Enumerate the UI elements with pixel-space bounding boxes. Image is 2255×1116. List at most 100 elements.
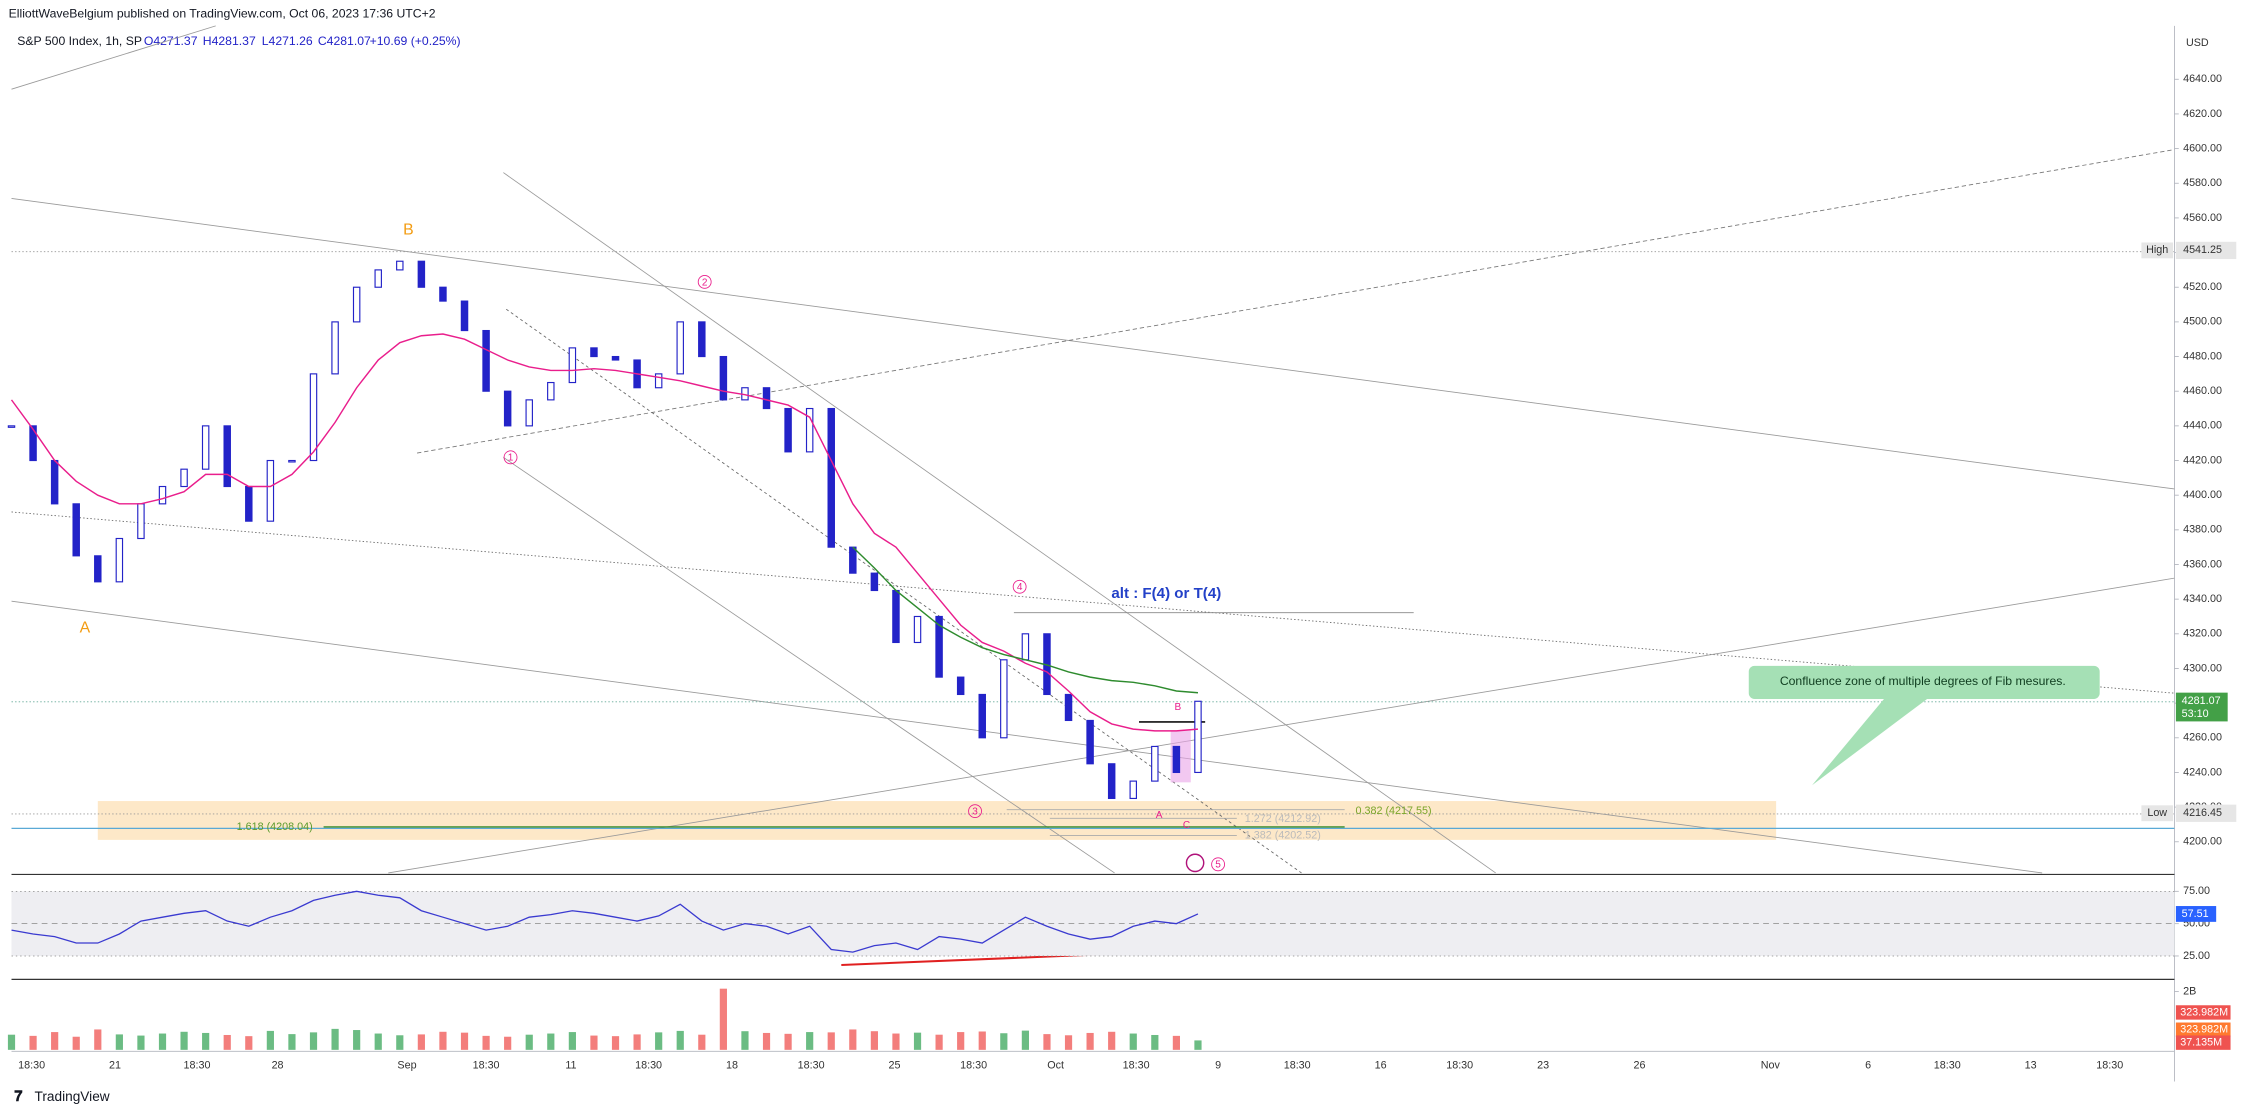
ohlc-high: H4281.37 bbox=[203, 34, 256, 48]
volume-bar bbox=[1194, 1040, 1202, 1050]
x-tick-label: Sep bbox=[397, 1060, 416, 1072]
candle bbox=[331, 321, 339, 375]
candle bbox=[1172, 745, 1181, 774]
volume-bar bbox=[719, 988, 727, 1050]
volume-bar bbox=[245, 1036, 253, 1050]
volume-bar bbox=[396, 1035, 404, 1050]
volume-bar bbox=[158, 1033, 167, 1050]
callout-box bbox=[1748, 665, 2100, 699]
alt-label: alt : F(4) or T(4) bbox=[1111, 585, 1221, 602]
rsi-line bbox=[11, 890, 1199, 953]
y-tick-label: 4520.00 bbox=[2183, 281, 2222, 293]
volume-bar bbox=[288, 1034, 296, 1050]
brand: TradingView bbox=[35, 1089, 110, 1104]
x-tick-label: 18:30 bbox=[635, 1060, 662, 1072]
candle bbox=[245, 485, 253, 522]
volume-bar bbox=[590, 1035, 598, 1050]
candle bbox=[784, 407, 792, 453]
moving-average bbox=[852, 546, 1199, 694]
y-tick-label: 4260.00 bbox=[2183, 732, 2222, 744]
x-tick-label: 18:30 bbox=[1934, 1060, 1961, 1072]
y-tick-label: 50.00 bbox=[2183, 917, 2210, 929]
ohlc-close: C4281.07 bbox=[318, 34, 371, 48]
wave-label: 3 bbox=[972, 806, 978, 817]
trend-line bbox=[416, 149, 2175, 454]
candle bbox=[180, 468, 188, 488]
candle bbox=[1151, 745, 1159, 782]
y-tick-label: 4580.00 bbox=[2183, 177, 2222, 189]
candle bbox=[547, 381, 555, 401]
candle bbox=[892, 589, 900, 644]
callout-pointer bbox=[1812, 698, 1928, 786]
x-tick-label: 18 bbox=[726, 1060, 738, 1072]
volume-bar bbox=[698, 1034, 706, 1050]
volume-bar bbox=[331, 1028, 339, 1050]
candle bbox=[956, 676, 965, 696]
y-tick-label: 4420.00 bbox=[2183, 454, 2222, 466]
trend-line bbox=[505, 308, 1302, 874]
candle bbox=[352, 286, 361, 323]
candle bbox=[698, 321, 706, 358]
fib-label: 1.272 (4212.92) bbox=[1245, 813, 1321, 825]
high-tag-bg bbox=[2141, 242, 2174, 259]
y-tick-label: 75.00 bbox=[2183, 885, 2210, 897]
candle bbox=[115, 537, 124, 583]
candle bbox=[719, 355, 728, 401]
logo-mark: 𝟕 bbox=[14, 1089, 22, 1105]
candle bbox=[29, 425, 37, 462]
x-tick-label: 16 bbox=[1375, 1060, 1387, 1072]
volume-bar bbox=[655, 1032, 663, 1050]
volume-bar bbox=[266, 1030, 274, 1050]
candle bbox=[568, 347, 577, 384]
volume-bar bbox=[1000, 1033, 1008, 1050]
trend-line bbox=[11, 511, 2175, 694]
y-tick-label: 4440.00 bbox=[2183, 420, 2222, 432]
volume-bar bbox=[7, 1034, 16, 1050]
candle bbox=[7, 425, 16, 428]
wave-circle bbox=[1211, 857, 1226, 872]
x-tick-label: 26 bbox=[1633, 1060, 1645, 1072]
candle bbox=[805, 407, 814, 453]
publisher-line: ElliottWaveBelgium published on TradingV… bbox=[9, 7, 436, 21]
volume-bar bbox=[202, 1032, 210, 1050]
candle bbox=[1194, 700, 1202, 774]
candle bbox=[611, 355, 620, 361]
x-tick-label: Nov bbox=[1761, 1060, 1781, 1072]
y-tick-label: 4300.00 bbox=[2183, 662, 2222, 674]
x-tick-label: 23 bbox=[1537, 1060, 1549, 1072]
volume-bar bbox=[827, 1032, 835, 1050]
rsi-last-bg bbox=[2175, 906, 2217, 922]
candle bbox=[94, 555, 102, 583]
x-tick-label: 18:30 bbox=[473, 1060, 500, 1072]
volume-marker-bg bbox=[2175, 1005, 2231, 1020]
candle bbox=[849, 546, 857, 574]
y-tick-label: 4480.00 bbox=[2183, 350, 2222, 362]
candle bbox=[223, 425, 231, 488]
volume-bar bbox=[180, 1031, 188, 1050]
y-tick-label: 4560.00 bbox=[2183, 212, 2222, 224]
x-tick-label: 18:30 bbox=[18, 1060, 45, 1072]
y-tick-label: 4640.00 bbox=[2183, 73, 2222, 85]
candle bbox=[913, 615, 922, 644]
countdown: 53:10 bbox=[2182, 708, 2209, 720]
volume-bar bbox=[676, 1030, 684, 1050]
x-tick-label: 18:30 bbox=[2096, 1060, 2123, 1072]
volume-bar bbox=[72, 1036, 80, 1050]
candle bbox=[201, 425, 210, 470]
candle bbox=[396, 260, 404, 271]
wave-label: B bbox=[403, 221, 414, 238]
y-tick-label: 4360.00 bbox=[2183, 558, 2222, 570]
candle bbox=[137, 503, 145, 540]
volume-bar bbox=[633, 1034, 641, 1050]
trend-line bbox=[388, 577, 2175, 874]
y-tick-label: 25.00 bbox=[2183, 950, 2210, 962]
y-tick-label: 4500.00 bbox=[2183, 316, 2222, 328]
low-tag-bg bbox=[2141, 805, 2174, 822]
x-tick-label: 11 bbox=[565, 1060, 576, 1072]
trend-line bbox=[11, 25, 216, 90]
y-tick-label: 4600.00 bbox=[2183, 142, 2222, 154]
volume-bar bbox=[1064, 1035, 1073, 1050]
low-tag-label: Low bbox=[2147, 807, 2167, 819]
last-price: 4281.07 bbox=[2182, 695, 2221, 707]
volume-bar bbox=[806, 1032, 814, 1050]
